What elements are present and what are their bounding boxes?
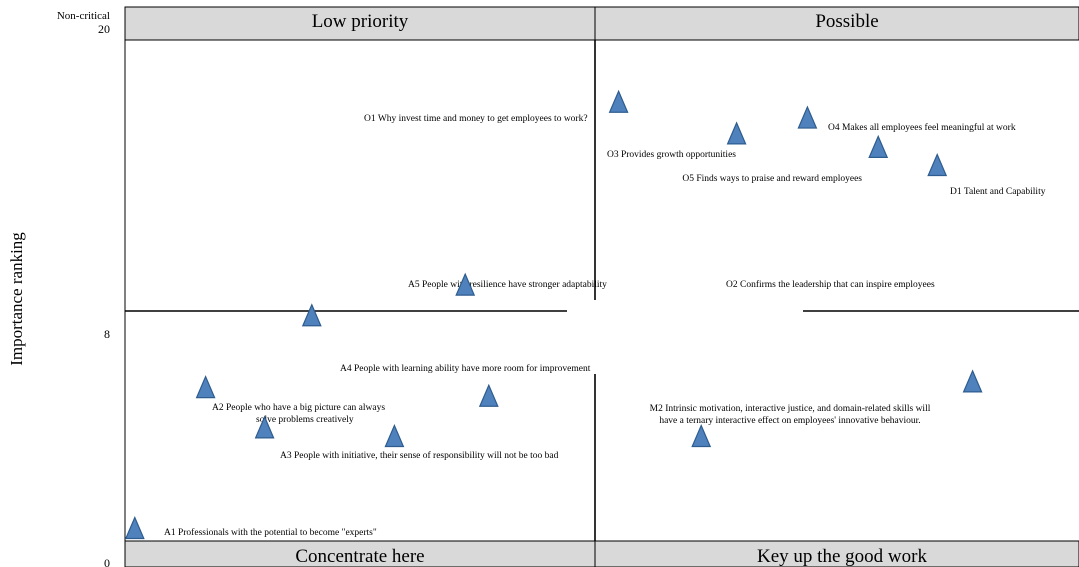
- point-label-o1: O1 Why invest time and money to get empl…: [364, 114, 588, 124]
- y-tick-0: 0: [104, 556, 110, 567]
- point-label-m2-line1: M2 Intrinsic motivation, interactive jus…: [650, 404, 931, 414]
- point-label-a2-line2: solve problems creatively: [256, 415, 354, 425]
- point-label-d1: D1 Talent and Capability: [950, 187, 1046, 197]
- triangle-marker-5: [455, 272, 476, 296]
- triangle-marker-0: [608, 89, 629, 113]
- y-tick-8: 8: [104, 327, 110, 341]
- point-label-a2-line1: A2 People who have a big picture can alw…: [212, 403, 385, 413]
- point-label-a5: A5 People with resilience have stronger …: [408, 280, 607, 290]
- point-label-o5: O5 Finds ways to praise and reward emplo…: [682, 174, 862, 184]
- divider-mask: [567, 300, 803, 374]
- quadrant-label-low-priority: Low priority: [312, 11, 409, 32]
- triangle-marker-3: [868, 134, 889, 158]
- quadrant-label-concentrate: Concentrate here: [295, 546, 424, 567]
- triangle-marker-9: [478, 383, 499, 407]
- y-top-note: Non-critical: [57, 10, 110, 22]
- quadrant-label-keep-up: Key up the good work: [757, 546, 927, 567]
- point-label-o3: O3 Provides growth opportunities: [607, 150, 736, 160]
- quadrant-label-possible: Possible: [815, 11, 878, 32]
- y-tick-20: 20: [98, 22, 110, 36]
- triangle-marker-13: [691, 423, 712, 448]
- header-concentrate: [124, 540, 596, 567]
- point-label-a4: A4 People with learning ability have mor…: [340, 363, 591, 374]
- point-label-a1: A1 Professionals with the potential to b…: [164, 527, 377, 538]
- y-axis-label: Importance ranking: [7, 232, 26, 366]
- triangle-marker-4: [927, 152, 948, 177]
- header-keep-up: [594, 540, 1079, 567]
- triangle-marker-12: [384, 423, 405, 448]
- triangle-marker-2: [797, 105, 818, 129]
- triangle-marker-7: [301, 303, 322, 327]
- point-label-a3: A3 People with initiative, their sense o…: [280, 450, 559, 461]
- triangle-marker-14: [124, 515, 145, 540]
- point-label-o2: O2 Confirms the leadership that can insp…: [726, 279, 935, 290]
- triangle-marker-8: [195, 375, 216, 399]
- point-label-m2-line2: have a ternary interactive effect on emp…: [659, 415, 920, 426]
- point-label-o4: O4 Makes all employees feel meaningful a…: [828, 122, 1016, 133]
- triangle-marker-11: [254, 415, 275, 439]
- triangle-marker-1: [726, 121, 747, 145]
- header-low-priority: [124, 6, 596, 41]
- header-possible: [594, 6, 1079, 41]
- data-markers: [124, 89, 983, 540]
- triangle-marker-10: [962, 369, 983, 393]
